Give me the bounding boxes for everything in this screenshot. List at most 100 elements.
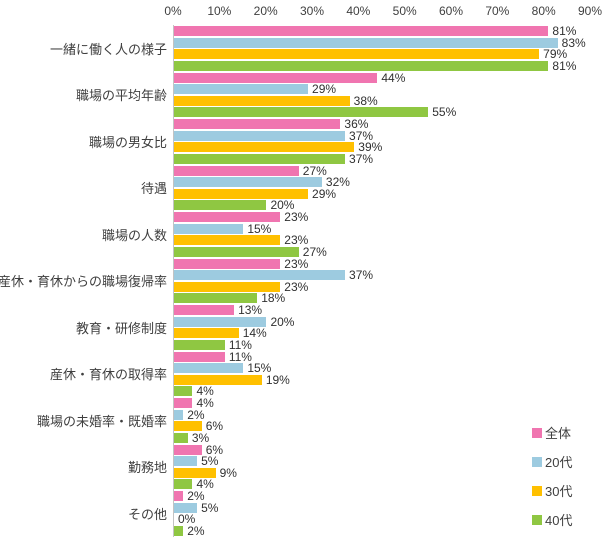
bar bbox=[174, 328, 239, 338]
bar-line: 6% bbox=[174, 419, 590, 433]
bar bbox=[174, 525, 184, 536]
bar bbox=[174, 188, 309, 199]
legend-label: 40代 bbox=[545, 513, 573, 528]
data-label: 6% bbox=[205, 419, 224, 433]
x-axis-tick-label: 10% bbox=[207, 4, 232, 18]
bar-group: 職場の人数 23% 15% 23% 27% bbox=[102, 210, 590, 258]
x-axis-tick-label: 90% bbox=[577, 4, 603, 18]
bar-line: 4% bbox=[174, 384, 590, 398]
bar bbox=[174, 212, 281, 222]
bar bbox=[174, 60, 549, 71]
data-label: 83% bbox=[561, 35, 586, 50]
bar-line: 37% bbox=[174, 151, 590, 166]
data-label: 79% bbox=[543, 47, 568, 61]
bar-line: 4% bbox=[174, 478, 590, 490]
bar-group: 職場の未婚率・既婚率 4% 2% 6% 3% bbox=[37, 397, 590, 444]
data-label: 15% bbox=[247, 361, 272, 375]
data-label: 36% bbox=[344, 117, 369, 131]
bar-line: 14% bbox=[174, 327, 590, 339]
legend-label: 20代 bbox=[545, 455, 573, 470]
bar-group: 産休・育休からの職場復帰率 23% 37% 23% 18% bbox=[0, 256, 590, 305]
x-axis-tick-label: 60% bbox=[438, 4, 464, 18]
data-label: 13% bbox=[238, 303, 263, 317]
bar-group: その他 2% 5% 0% 2% bbox=[128, 489, 590, 538]
data-label: 4% bbox=[196, 384, 214, 398]
bar bbox=[174, 258, 281, 269]
bar bbox=[174, 316, 267, 327]
bar-line: 23% bbox=[174, 256, 590, 271]
bar bbox=[174, 363, 244, 373]
data-label: 23% bbox=[284, 279, 309, 294]
legend-item: 20代 bbox=[532, 447, 572, 476]
legend-label: 全体 bbox=[545, 426, 572, 441]
bar bbox=[174, 398, 193, 408]
bar-line: 39% bbox=[174, 140, 590, 154]
legend-swatch bbox=[532, 485, 542, 496]
bar-line: 37% bbox=[174, 268, 590, 282]
bar-line: 20% bbox=[174, 199, 590, 211]
bar bbox=[174, 165, 299, 176]
bar bbox=[174, 130, 346, 141]
bar-line: 11% bbox=[174, 349, 590, 364]
bar-line: 23% bbox=[174, 279, 590, 294]
data-label: 37% bbox=[349, 268, 374, 282]
data-label: 23% bbox=[284, 210, 309, 224]
category-label: 職場の人数 bbox=[101, 227, 167, 243]
bar bbox=[174, 479, 193, 489]
bar bbox=[174, 432, 188, 443]
bar-line: 2% bbox=[174, 489, 590, 503]
data-label: 2% bbox=[187, 489, 205, 503]
data-label: 39% bbox=[358, 140, 383, 154]
bar bbox=[174, 119, 341, 129]
category-label: 産休・育休の取得率 bbox=[49, 367, 167, 383]
data-label: 81% bbox=[552, 58, 577, 73]
x-axis-tick-label: 0% bbox=[164, 4, 182, 18]
category-label: 勤務地 bbox=[127, 460, 167, 476]
bar-line: 4% bbox=[174, 397, 590, 409]
data-label: 37% bbox=[349, 151, 374, 166]
bar-line: 37% bbox=[174, 128, 590, 143]
data-label: 2% bbox=[187, 523, 205, 538]
bar bbox=[174, 72, 378, 83]
bar-group: 教育・研修制度 13% 20% 14% 11% bbox=[76, 303, 590, 352]
bar bbox=[174, 386, 193, 396]
data-label: 37% bbox=[349, 128, 374, 143]
data-label: 11% bbox=[228, 349, 252, 364]
bar-line: 23% bbox=[174, 210, 590, 224]
bar bbox=[174, 281, 281, 292]
bar bbox=[174, 95, 350, 106]
bar bbox=[174, 421, 202, 431]
data-label: 5% bbox=[201, 500, 219, 515]
bar-group: 待遇 27% 32% 29% 20% bbox=[141, 165, 590, 212]
bar bbox=[174, 444, 202, 455]
bar bbox=[174, 491, 184, 501]
legend-swatch bbox=[532, 427, 542, 438]
bar bbox=[174, 84, 309, 94]
bar bbox=[174, 142, 355, 152]
plot-area: 一緒に働く人の様子 81% 83% 79% 81% 職場の平均年齢 44% 29% 38% 55%… bbox=[0, 25, 590, 538]
bar-line: 3% bbox=[174, 432, 590, 444]
bar-line: 83% bbox=[174, 35, 590, 50]
bar-line: 19% bbox=[174, 374, 590, 386]
data-label: 11% bbox=[228, 337, 252, 352]
bar-line: 5% bbox=[174, 500, 590, 515]
bar bbox=[174, 107, 429, 117]
category-label: 職場の未婚率・既婚率 bbox=[36, 413, 167, 429]
bar-line: 38% bbox=[174, 95, 590, 107]
x-axis: 0% 10% 20% 30% 40% 50% 60% 70% 80% 90% bbox=[164, 4, 602, 20]
bar-line: 0% bbox=[174, 512, 590, 526]
category-label: 一緒に働く人の様子 bbox=[49, 41, 167, 57]
bar bbox=[174, 339, 225, 350]
data-label: 23% bbox=[284, 256, 309, 271]
category-label: 産休・育休からの職場復帰率 bbox=[0, 274, 167, 290]
legend-swatch bbox=[532, 456, 542, 467]
bar bbox=[174, 49, 540, 59]
data-label: 29% bbox=[312, 82, 337, 96]
bar-line: 36% bbox=[174, 117, 590, 131]
bar-line: 2% bbox=[174, 409, 590, 421]
bar bbox=[174, 200, 267, 210]
data-label: 0% bbox=[178, 512, 196, 526]
bar bbox=[174, 223, 244, 234]
bar-line: 27% bbox=[174, 165, 590, 177]
